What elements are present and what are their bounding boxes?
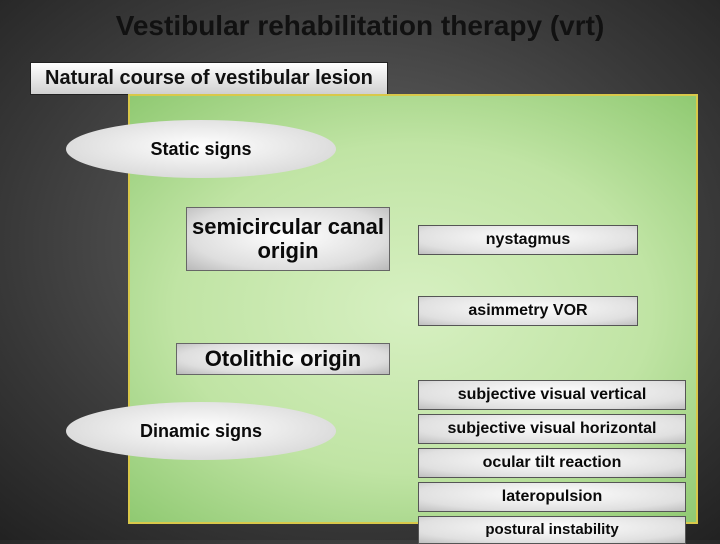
- header-box: Natural course of vestibular lesion: [30, 62, 388, 95]
- box-semicircular-origin: semicircular canal origin: [186, 207, 390, 271]
- item-asimmetry-vor: asimmetry VOR: [418, 296, 638, 326]
- box-semicircular-label: semicircular canal origin: [187, 215, 389, 263]
- ellipse-static-signs: Static signs: [66, 120, 336, 178]
- ellipse-dinamic-signs: Dinamic signs: [66, 402, 336, 460]
- item-lateropulsion: lateropulsion: [418, 482, 686, 512]
- box-otolithic-origin: Otolithic origin: [176, 343, 390, 375]
- item-subjective-visual-horizontal: subjective visual horizontal: [418, 414, 686, 444]
- item-subjective-visual-vertical: subjective visual vertical: [418, 380, 686, 410]
- item-ocular-tilt-reaction: ocular tilt reaction: [418, 448, 686, 478]
- slide-title: Vestibular rehabilitation therapy (vrt): [0, 10, 720, 42]
- item-nystagmus: nystagmus: [418, 225, 638, 255]
- box-otolithic-label: Otolithic origin: [205, 347, 361, 371]
